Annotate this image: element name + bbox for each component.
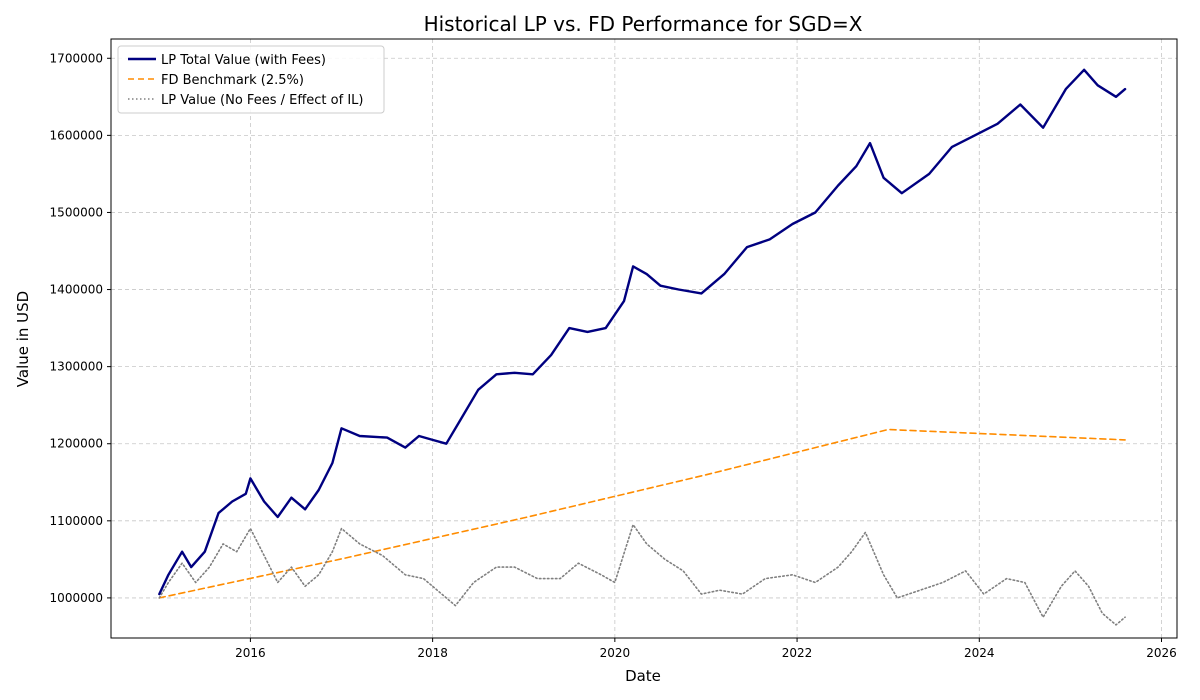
y-tick-label: 1400000 [50, 283, 103, 297]
y-tick-label: 1300000 [50, 360, 103, 374]
y-tick-label: 1600000 [50, 128, 103, 142]
series-line-1 [158, 428, 1126, 599]
x-axis-title: Date [625, 667, 661, 685]
y-tick-label: 1700000 [50, 51, 103, 65]
x-tick-label: 2016 [235, 646, 266, 660]
legend-label: LP Total Value (with Fees) [161, 53, 326, 68]
series-line-2 [158, 523, 1126, 626]
x-tick-label: 2020 [600, 646, 631, 660]
y-tick-label: 1500000 [50, 205, 103, 219]
y-axis-title: Value in USD [14, 291, 32, 387]
y-tick-label: 1200000 [50, 437, 103, 451]
x-tick-label: 2024 [964, 646, 995, 660]
legend-box [117, 45, 385, 114]
chart-title: Historical LP vs. FD Performance for SGD… [424, 12, 863, 36]
plot-frame [110, 38, 1178, 639]
y-tick-label: 1100000 [50, 514, 103, 528]
y-tick-label: 1000000 [50, 591, 103, 605]
series-layer [158, 68, 1127, 626]
legend-label: LP Value (No Fees / Effect of IL) [161, 93, 363, 108]
legend: LP Total Value (with Fees) FD Benchmark (… [117, 45, 385, 114]
x-axis: 2016 2018 2020 2022 2024 2026 [235, 638, 1177, 660]
x-tick-label: 2022 [782, 646, 813, 660]
y-axis: 1000000 1100000 1200000 1300000 1400000 15000… [50, 51, 111, 605]
x-tick-label: 2026 [1146, 646, 1177, 660]
series-line-0 [158, 68, 1127, 596]
x-tick-label: 2018 [417, 646, 448, 660]
legend-label: FD Benchmark (2.5%) [161, 73, 304, 88]
